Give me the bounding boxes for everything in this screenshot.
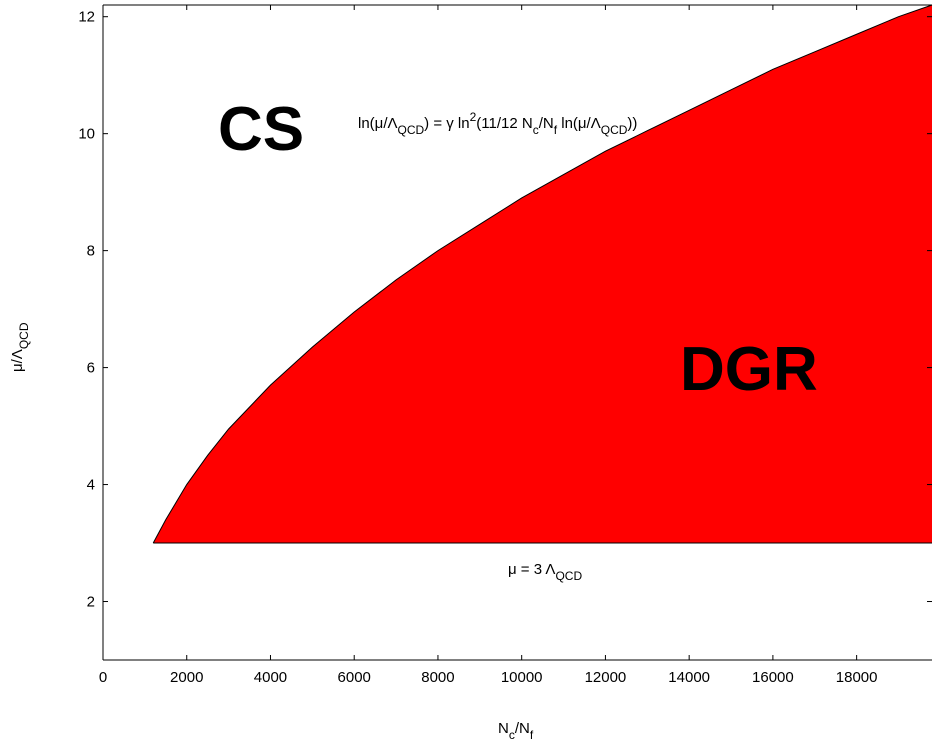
x-tick-label: 6000 [338,669,371,686]
axes-group [102,4,932,661]
x-tick-label: 16000 [752,669,794,686]
boundary-curve [152,4,933,544]
x-tick-label: 2000 [170,669,203,686]
x-tick-label: 14000 [668,669,710,686]
x-tick-label: 10000 [501,669,543,686]
dgr-region-fill [153,5,932,544]
x-tick-label: 0 [99,669,107,686]
y-tick-label: 12 [78,9,95,26]
y-tick-label: 6 [87,360,95,377]
y-tick-label: 10 [78,126,95,143]
boundary-equation-annotation: ln(μ/ΛQCD​) = γ ln2​(11/12 Nc​/Nf​ ln(μ/… [358,110,637,137]
y-tick-label: 4 [87,477,95,494]
x-tick-label: 18000 [836,669,878,686]
y-tick-label: 8 [87,243,95,260]
x-tick-label: 4000 [254,669,287,686]
dgr-region-label: DGR [680,335,818,404]
ticks-group: 0 2000 4000 6000 8000 10000 12000 14000 16000 180… [78,5,932,686]
cs-region-label: CS [218,95,304,164]
y-axis-label: μ/ΛQCD​ [9,322,31,372]
x-tick-label: 8000 [421,669,454,686]
x-axis-label: Nc​/Nf​ [498,720,534,742]
y-tick-label: 2 [87,594,95,611]
dgr-region-fill-group [152,4,933,544]
floor-equation-annotation: μ = 3 ΛQCD​ [508,561,582,583]
x-tick-label: 12000 [585,669,627,686]
